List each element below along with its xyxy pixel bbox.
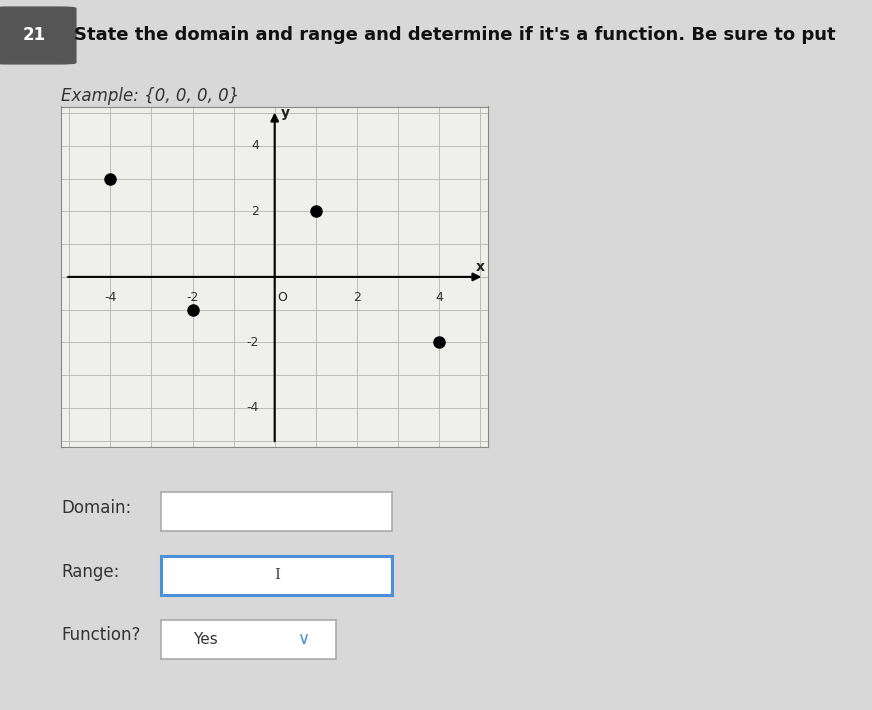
Text: Example: {0, 0, 0, 0}: Example: {0, 0, 0, 0} — [61, 87, 240, 105]
Text: y: y — [281, 106, 290, 120]
Text: State the domain and range and determine if it's a function. Be sure to put: State the domain and range and determine… — [74, 26, 835, 45]
Text: 2: 2 — [353, 290, 361, 304]
Text: Function?: Function? — [61, 626, 140, 645]
Text: Range:: Range: — [61, 562, 119, 581]
Text: Yes: Yes — [193, 632, 217, 647]
Text: -4: -4 — [247, 401, 259, 415]
Text: -4: -4 — [104, 290, 117, 304]
Text: 4: 4 — [435, 290, 443, 304]
Text: 21: 21 — [23, 26, 45, 45]
Text: ∨: ∨ — [298, 630, 310, 648]
Text: 2: 2 — [251, 205, 259, 218]
Text: I: I — [274, 569, 280, 582]
Text: x: x — [475, 260, 485, 274]
Text: 4: 4 — [251, 139, 259, 153]
Text: -2: -2 — [247, 336, 259, 349]
FancyBboxPatch shape — [0, 7, 76, 64]
Text: Domain:: Domain: — [61, 498, 132, 517]
Text: -2: -2 — [187, 290, 199, 304]
Text: O: O — [277, 290, 287, 304]
